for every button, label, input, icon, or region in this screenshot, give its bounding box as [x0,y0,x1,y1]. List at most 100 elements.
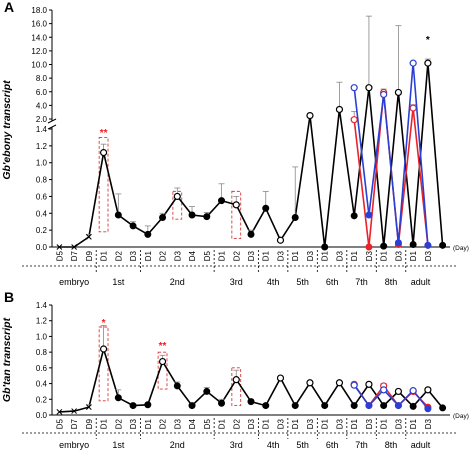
y-tick-label: 1.0 [36,332,48,341]
y-tick-label: 0.2 [36,395,48,404]
significance-mark: * [426,35,430,46]
data-point [203,213,211,221]
data-point [321,243,329,251]
y-tick-label: 16.0 [31,20,47,29]
stage-label: 4th [267,440,280,450]
data-point [247,230,255,238]
x-axis-unit: (Day) [453,413,469,420]
x-tick-label: D7 [70,250,79,261]
data-point [394,239,402,247]
series-line [353,63,429,246]
data-point [232,376,240,384]
x-tick-label: D5 [55,418,64,429]
y-tick-label: 1.4 [36,301,48,310]
x-tick-label: D3 [335,418,344,429]
axis-break-mark [47,124,57,130]
highlight-box [172,190,183,220]
data-point [203,387,211,395]
data-point [85,404,92,410]
data-point [380,386,388,394]
stage-label: adult [411,277,431,287]
x-tick-label: D3 [173,250,182,261]
data-point [232,201,240,209]
stage-label: 8th [385,440,398,450]
x-tick-label: D1 [144,418,153,429]
data-point [365,402,373,410]
x-axis-unit: (Day) [453,245,469,252]
data-point [365,380,373,388]
panel-b: B Gb'tan transcript 0.0 0.2 0.4 0.6 0.8 1.0 1.2 1… [1,289,469,450]
data-point [188,211,196,219]
x-tick-label: D1 [262,250,271,261]
data-point [439,404,447,412]
data-point [99,149,108,157]
y-tick-label: 0.0 [36,411,48,420]
highlight-box [98,136,109,233]
data-point [394,402,402,410]
x-tick-label: D2 [159,418,168,429]
y-tick-label: 0.4 [36,209,48,218]
data-point [56,244,63,250]
data-point [424,386,432,394]
x-tick-label: D9 [85,418,94,429]
axis-break-mark [47,118,57,124]
data-point [276,236,285,244]
data-point [71,408,77,414]
data-point [350,381,358,389]
x-tick-label: D3 [365,250,374,261]
y-tick-label: 10.0 [31,61,47,70]
x-tick-label: D2 [114,250,123,261]
data-point [85,234,92,240]
stage-label: 8th [385,277,398,287]
data-point [380,242,388,250]
x-tick-label: D1 [321,250,330,261]
x-tick-label: D1 [262,418,271,429]
stage-label: 5th [296,277,309,287]
x-tick-label: D1 [218,418,227,429]
data-point [409,240,417,248]
data-point [380,90,388,99]
y-tick-label: 0.6 [36,364,48,373]
x-tick-label: D3 [276,250,285,261]
y-tick-label: 0.0 [36,243,48,252]
data-point [365,84,373,92]
significance-mark: ** [159,341,167,352]
data-point [99,345,108,353]
x-tick-label: D3 [247,250,256,261]
data-point [439,241,447,249]
data-point [424,405,432,413]
x-tick-label: D1 [380,418,389,429]
data-point [262,402,270,410]
stage-label: adult [411,440,431,450]
data-point [173,382,181,390]
data-point [350,212,358,220]
stage-label: 6th [326,277,339,287]
y-tick-label: 1.2 [36,317,48,326]
x-tick-label: D1 [409,418,418,429]
significance-mark: * [102,318,106,329]
x-tick-label: D3 [129,418,138,429]
x-tick-label: D2 [114,418,123,429]
x-tick-label: D4 [188,418,197,429]
data-point [114,211,122,219]
data-point [306,379,314,387]
stage-label: 4th [267,277,280,287]
data-point [173,192,181,201]
data-point [394,387,403,396]
data-point [350,116,358,124]
x-tick-label: D3 [247,418,256,429]
x-tick-label: D7 [70,418,79,429]
x-tick-label: D3 [173,418,182,429]
data-point [321,402,329,410]
stage-label: 3rd [230,277,243,287]
stage-label: 7th [355,277,368,287]
data-point [291,214,299,221]
significance-mark: ** [100,128,108,139]
x-tick-label: D3 [335,250,344,261]
x-tick-label: D1 [409,250,418,261]
panel-a: A Gb'ebony transcript 2.0 4.0 6.0 8.0 10.0 12.0… [1,0,469,287]
data-point [365,211,373,219]
stage-label: 5th [296,440,309,450]
data-point [247,398,255,406]
